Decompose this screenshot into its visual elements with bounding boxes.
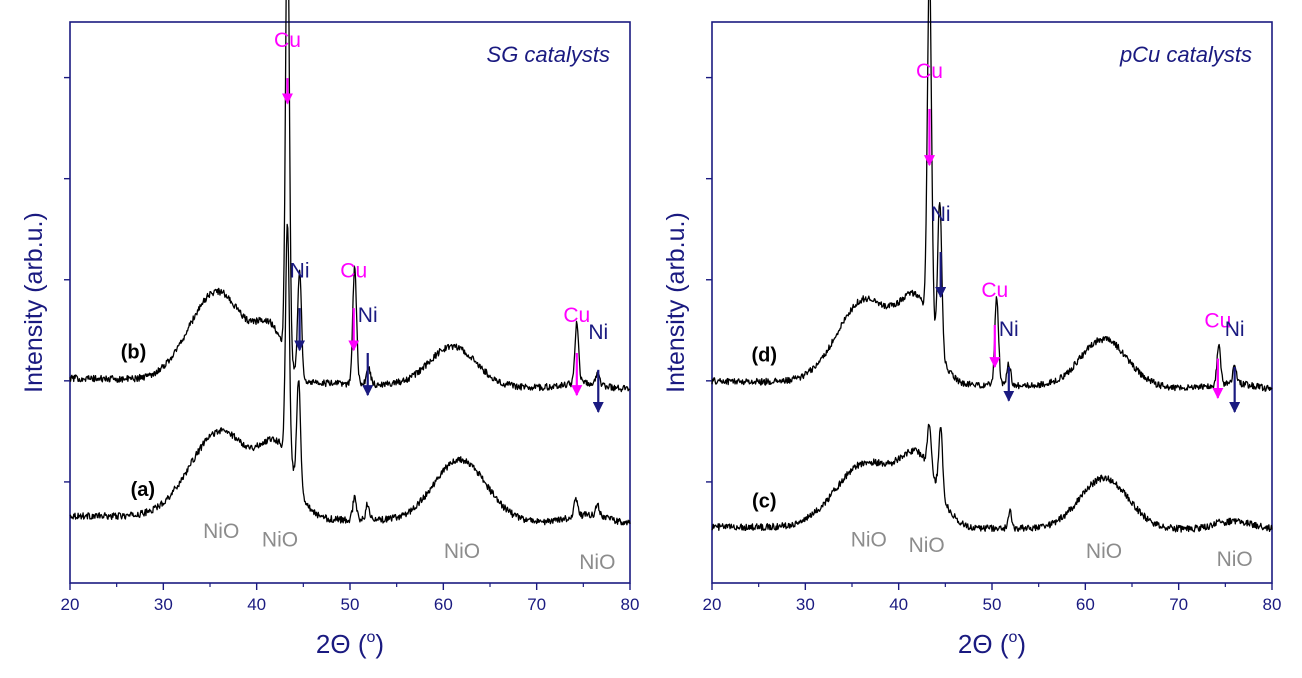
series-label: (d) [751, 344, 777, 366]
x-tick-label: 40 [889, 595, 908, 614]
plot-frame [711, 21, 1273, 584]
x-axis-label: 2Θ (o) [958, 629, 1026, 659]
x-tick-label: 30 [154, 595, 173, 614]
annotation-nio: NiO [1086, 540, 1122, 563]
x-tick-label: 60 [434, 595, 453, 614]
annotation-nio: NiO [909, 534, 945, 557]
annotation-ni: Ni [358, 304, 378, 327]
x-tick-label: 20 [703, 595, 722, 614]
panel-title: pCu catalysts [1119, 42, 1252, 67]
annotation-nio: NiO [851, 529, 887, 552]
annotation-cu: Cu [1204, 310, 1231, 333]
series-line-d [711, 0, 1273, 392]
annotation-ni: Ni [999, 318, 1019, 341]
series-line-a [69, 223, 631, 526]
x-tick-label: 30 [796, 595, 815, 614]
annotation-cu: Cu [981, 279, 1008, 302]
annotation-nio: NiO [1217, 548, 1253, 571]
annotation-cu: Cu [340, 259, 367, 282]
series-label: (b) [121, 342, 147, 364]
annotation-ni: Ni [1225, 318, 1245, 341]
series-label: (a) [131, 479, 155, 501]
x-tick-label: 60 [1076, 595, 1095, 614]
series-line-c [711, 423, 1273, 533]
x-tick-label: 70 [1169, 595, 1188, 614]
x-tick-label: 50 [983, 595, 1002, 614]
annotation-ni: Ni [931, 203, 951, 226]
annotation-nio: NiO [203, 520, 239, 543]
x-axis-label: 2Θ (o) [316, 629, 384, 659]
series-label: (c) [752, 490, 776, 512]
x-tick-label: 40 [247, 595, 266, 614]
series-line-b [69, 0, 631, 393]
annotation-nio: NiO [262, 529, 298, 552]
y-axis-label: Intensity (arb.u.) [20, 212, 48, 393]
x-tick-label: 70 [527, 595, 546, 614]
annotation-cu: Cu [274, 29, 301, 52]
annotation-cu: Cu [563, 304, 590, 327]
x-tick-label: 20 [61, 595, 80, 614]
annotation-nio: NiO [444, 540, 480, 563]
annotation-nio: NiO [579, 551, 615, 574]
chart-panel-1: 20 30 40 50 60 70 80 2Θ (o) Intensity (arb.u.) SG… [20, 0, 639, 659]
annotation-ni: Ni [290, 259, 310, 282]
chart-panel-2: 20 30 40 50 60 70 80 2Θ (o) Intensity (arb.u.) pC… [662, 0, 1281, 659]
x-tick-label: 80 [1263, 595, 1282, 614]
y-axis-label: Intensity (arb.u.) [662, 212, 690, 393]
x-tick-label: 80 [621, 595, 640, 614]
x-tick-label: 50 [341, 595, 360, 614]
annotation-cu: Cu [916, 60, 943, 83]
annotation-ni: Ni [588, 321, 608, 344]
panel-title: SG catalysts [487, 42, 610, 67]
